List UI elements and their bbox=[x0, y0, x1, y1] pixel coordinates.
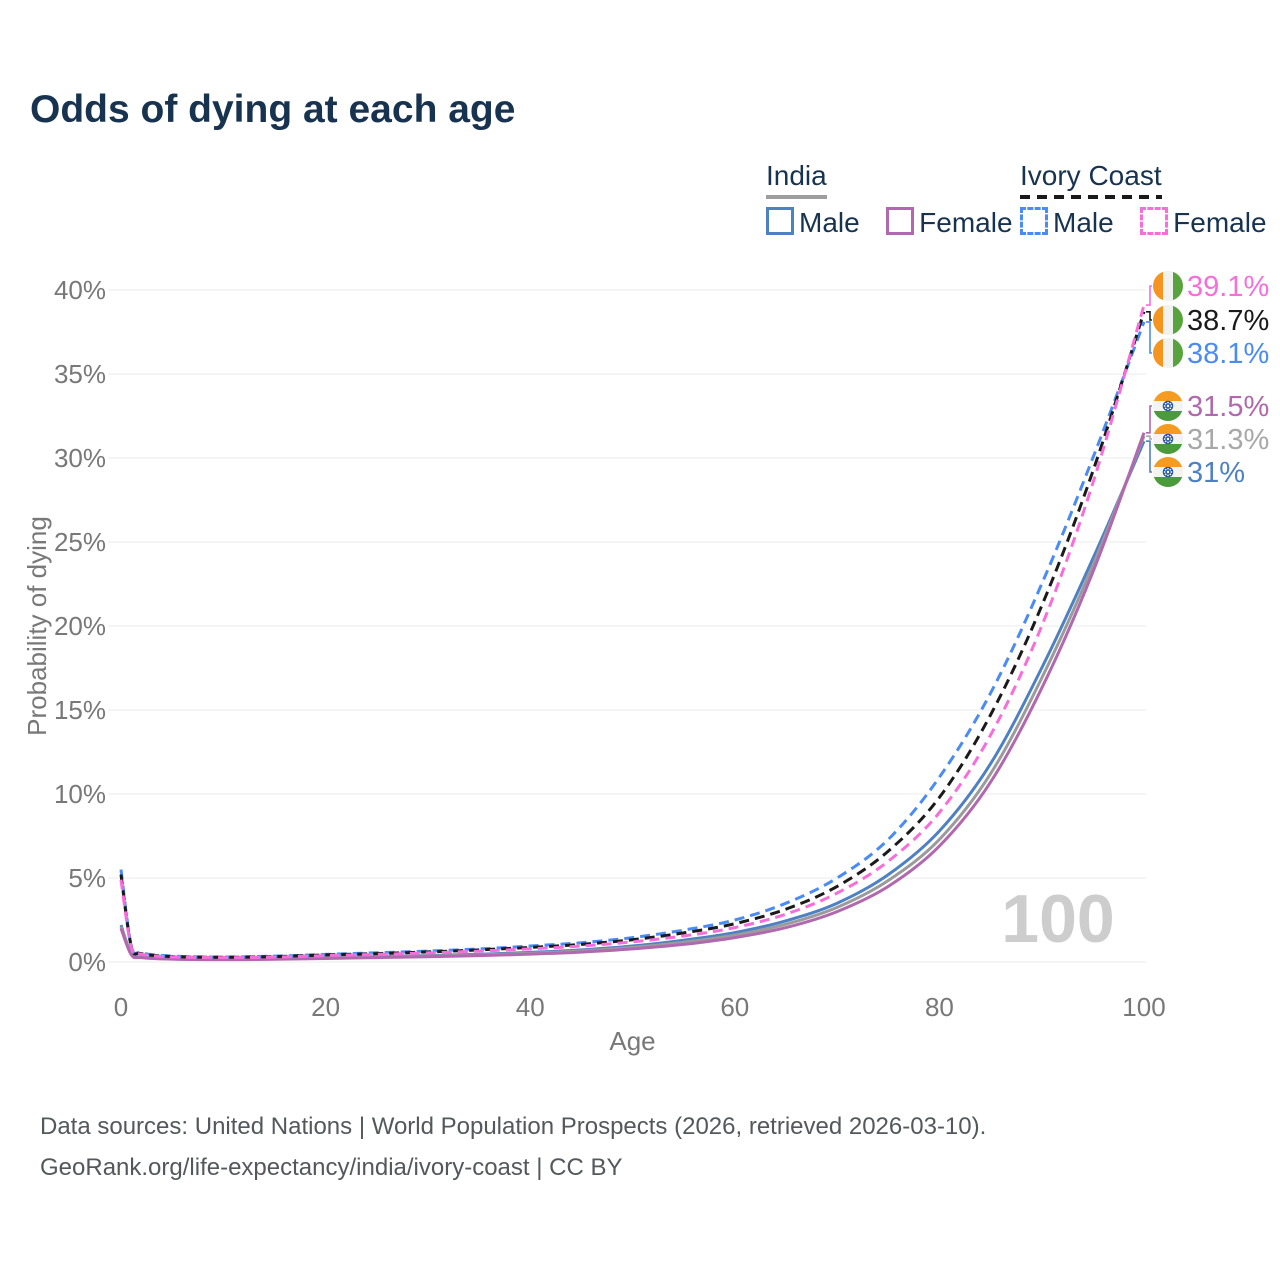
india-line-style-swatch bbox=[766, 195, 827, 199]
x-axis-tick-label: 80 bbox=[925, 992, 954, 1022]
legend-item-ivory-coast-male[interactable]: Male bbox=[1020, 207, 1114, 239]
legend-india-title: India bbox=[766, 160, 827, 191]
series-line-ivory-coast[interactable] bbox=[119, 311, 1146, 959]
end-label-connector bbox=[1146, 285, 1152, 306]
india-female-swatch-icon bbox=[886, 207, 915, 235]
end-value-label-india: 31.3% bbox=[1187, 424, 1269, 456]
legend-item-india-female[interactable]: Female bbox=[886, 207, 1013, 239]
legend-ivory-coast-title: Ivory Coast bbox=[1020, 160, 1162, 191]
flag-icon-ivory-coast bbox=[1153, 271, 1183, 301]
y-axis-tick-label: 30% bbox=[54, 443, 106, 473]
x-axis-tick-label: 40 bbox=[516, 992, 545, 1022]
y-axis-tick-label: 0% bbox=[68, 947, 106, 977]
end-label-connector bbox=[1146, 405, 1152, 434]
legend-india-header: India bbox=[766, 160, 827, 199]
india-male-swatch-icon bbox=[766, 207, 794, 235]
age-watermark: 100 bbox=[1001, 881, 1114, 957]
legend-item-label: Female bbox=[1173, 207, 1267, 238]
series-line-india[interactable] bbox=[119, 435, 1146, 961]
legend-ivory-coast-header: Ivory Coast bbox=[1020, 160, 1162, 199]
footer-attribution-line: GeoRank.org/life-expectancy/india/ivory-… bbox=[40, 1154, 623, 1181]
y-axis-tick-label: 10% bbox=[54, 779, 106, 809]
legend-item-label: Male bbox=[799, 207, 860, 238]
flag-icon-ivory-coast bbox=[1153, 305, 1183, 335]
flag-icon-india bbox=[1153, 391, 1183, 421]
end-value-label-ivory-coast-female: 39.1% bbox=[1187, 271, 1269, 303]
ivory-coast-female-swatch-icon bbox=[1140, 207, 1169, 235]
series-line-india-female[interactable] bbox=[119, 432, 1146, 962]
legend-item-india-male[interactable]: Male bbox=[766, 207, 860, 239]
ivory-coast-male-swatch-icon bbox=[1020, 207, 1048, 235]
x-axis-title: Age bbox=[609, 1026, 655, 1056]
series-line-ivory-coast-male[interactable] bbox=[119, 321, 1146, 959]
flag-icon-india bbox=[1153, 424, 1183, 454]
y-axis-tick-label: 40% bbox=[54, 275, 106, 305]
series-line-india-male[interactable] bbox=[119, 440, 1146, 961]
x-axis-tick-label: 100 bbox=[1122, 992, 1165, 1022]
chart-title: Odds of dying at each age bbox=[30, 88, 516, 131]
legend-item-label: Female bbox=[919, 207, 1013, 238]
x-axis-tick-label: 20 bbox=[311, 992, 340, 1022]
flag-icon-ivory-coast bbox=[1153, 338, 1183, 368]
y-axis-title: Probability of dying bbox=[22, 516, 52, 736]
series-line-ivory-coast-female[interactable] bbox=[119, 304, 1146, 960]
y-axis-tick-label: 5% bbox=[68, 863, 106, 893]
y-axis-tick-label: 15% bbox=[54, 695, 106, 725]
data-source-footer: Data sources: United Nations | World Pop… bbox=[40, 1106, 986, 1188]
end-label-connector bbox=[1146, 435, 1152, 440]
footer-sources-line: Data sources: United Nations | World Pop… bbox=[40, 1113, 987, 1140]
legend-item-ivory-coast-female[interactable]: Female bbox=[1140, 207, 1267, 239]
end-label-connector bbox=[1146, 311, 1152, 321]
x-axis-tick-label: 60 bbox=[720, 992, 749, 1022]
end-value-label-india-female: 31.5% bbox=[1187, 391, 1269, 423]
end-label-connector bbox=[1146, 440, 1152, 473]
end-value-label-ivory-coast-male: 38.1% bbox=[1187, 338, 1269, 370]
legend-group-ivory-coast: Ivory Coast Male Female bbox=[1020, 160, 1280, 239]
legend-item-label: Male bbox=[1053, 207, 1114, 238]
end-value-label-india-male: 31% bbox=[1187, 457, 1245, 489]
flag-icon-india bbox=[1153, 457, 1183, 487]
legend-group-india: India Male Female bbox=[766, 160, 1035, 239]
y-axis-tick-label: 20% bbox=[54, 611, 106, 641]
end-label-connector bbox=[1146, 321, 1152, 354]
x-axis-tick-label: 0 bbox=[114, 992, 128, 1022]
y-axis-tick-label: 35% bbox=[54, 359, 106, 389]
end-value-label-ivory-coast: 38.7% bbox=[1187, 305, 1269, 337]
y-axis-tick-label: 25% bbox=[54, 527, 106, 557]
ivory-coast-line-style-swatch bbox=[1020, 195, 1162, 199]
